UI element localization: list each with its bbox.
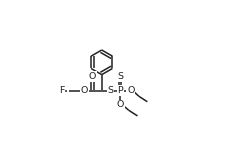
Text: O: O — [127, 86, 134, 95]
Text: P: P — [117, 86, 123, 95]
Text: S: S — [107, 86, 113, 95]
Text: O: O — [117, 100, 124, 109]
Text: O: O — [89, 72, 96, 81]
Text: O: O — [81, 86, 88, 95]
Text: S: S — [117, 72, 123, 81]
Text: F: F — [59, 86, 64, 95]
